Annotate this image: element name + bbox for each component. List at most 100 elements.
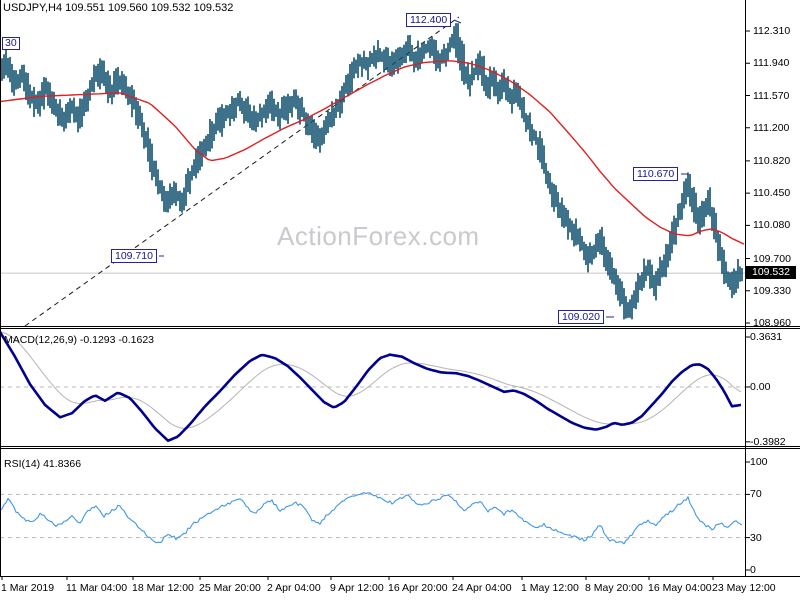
ohlc-bar [711, 207, 713, 231]
ohlc-bar [455, 23, 457, 58]
ohlc-bar [163, 185, 165, 212]
ohlc-bar [105, 71, 107, 94]
ohlc-bar [383, 49, 385, 73]
ohlc-bar [307, 113, 309, 136]
ohlc-bar [207, 134, 209, 152]
ohlc-bar [709, 187, 711, 217]
ohlc-bar [609, 252, 611, 280]
ohlc-bar [313, 119, 315, 149]
ohlc-bar [167, 191, 169, 213]
ohlc-bar [59, 99, 61, 126]
date-axis-label: 16 May 04:00 [648, 582, 712, 594]
ohlc-bar [633, 290, 635, 309]
ohlc-bar [149, 138, 151, 172]
ohlc-bar [545, 162, 547, 184]
ohlc-bar [305, 112, 307, 135]
ohlc-bar [731, 271, 733, 299]
watermark: ActionForex.com [277, 221, 480, 251]
ohlc-bar [203, 138, 205, 156]
ohlc-bar [613, 267, 615, 285]
ohlc-bar [229, 104, 231, 127]
ohlc-bar [389, 56, 391, 77]
ohlc-bar [9, 56, 11, 83]
ohlc-bar [537, 137, 539, 160]
ohlc-bar [461, 40, 463, 82]
ohlc-bar [403, 44, 405, 64]
ohlc-bar [181, 192, 183, 213]
ohlc-bar [293, 89, 295, 108]
ohlc-bar [521, 97, 523, 119]
ohlc-bar [409, 35, 411, 62]
ohlc-bar [665, 243, 667, 278]
macd-main-line [0, 331, 742, 443]
ohlc-bar [19, 69, 21, 88]
price-level-annotation: 109.710 [111, 249, 157, 263]
ohlc-bar [385, 46, 387, 70]
ohlc-bar [351, 61, 353, 93]
ohlc-bar [299, 98, 301, 125]
ohlc-bar [41, 82, 43, 107]
ohlc-bar [501, 72, 503, 100]
ohlc-bar [723, 249, 725, 285]
ohlc-bar [741, 268, 743, 282]
ohlc-bar [289, 96, 291, 114]
ohlc-bar [119, 75, 121, 90]
ohlc-bar [237, 93, 239, 107]
candlestick-series [1, 23, 743, 320]
price-level-annotation: 110.670 [633, 167, 679, 181]
ohlc-bar [243, 100, 245, 124]
ohlc-bar [343, 82, 345, 103]
ohlc-bar [147, 127, 149, 162]
ohlc-bar [439, 53, 441, 72]
ohlc-bar [303, 107, 305, 122]
ohlc-bar [367, 57, 369, 80]
ohlc-bar [265, 99, 267, 123]
ohlc-bar [155, 160, 157, 187]
ohlc-bar [429, 38, 431, 59]
date-axis-label: 1 May 12:00 [521, 582, 579, 594]
ohlc-bar [567, 210, 569, 240]
ohlc-bar [331, 101, 333, 128]
ohlc-bar [7, 57, 9, 78]
ohlc-bar [717, 231, 719, 262]
ohlc-bar [541, 138, 543, 170]
ohlc-bar [491, 71, 493, 87]
ohlc-bar [311, 115, 313, 143]
ohlc-bar [353, 57, 355, 79]
ohlc-bar [507, 76, 509, 102]
price-axis-label: 112.310 [753, 25, 791, 37]
ohlc-bar [193, 159, 195, 176]
ohlc-bar [39, 90, 41, 117]
ohlc-bar [281, 97, 283, 119]
ohlc-bar [445, 48, 447, 67]
ohlc-bar [531, 124, 533, 146]
ohlc-bar [459, 37, 461, 71]
ohlc-bar [543, 145, 545, 174]
ohlc-bar [239, 91, 241, 112]
ohlc-bar [267, 94, 269, 119]
ohlc-bar [617, 275, 619, 301]
ohlc-bar [287, 93, 289, 124]
ohlc-bar [641, 272, 643, 291]
ohlc-bar [309, 116, 311, 136]
macd-axis-label: 0.00 [750, 381, 771, 393]
macd-axis-label: -0.3982 [750, 436, 786, 448]
ohlc-bar [581, 236, 583, 251]
ohlc-bar [165, 190, 167, 213]
ohlc-bar [417, 40, 419, 71]
ohlc-bar [99, 58, 101, 90]
ohlc-bar [241, 97, 243, 114]
ohlc-bar [75, 106, 77, 123]
ohlc-bar [479, 50, 481, 76]
ohlc-bar [227, 105, 229, 119]
ohlc-bar [593, 244, 595, 260]
ohlc-bar [195, 148, 197, 179]
ohlc-bar [315, 122, 317, 149]
ohlc-bar [625, 296, 627, 319]
ohlc-bar [421, 42, 423, 64]
ohlc-bar [475, 58, 477, 75]
ohlc-bar [89, 80, 91, 101]
ohlc-bar [515, 82, 517, 103]
